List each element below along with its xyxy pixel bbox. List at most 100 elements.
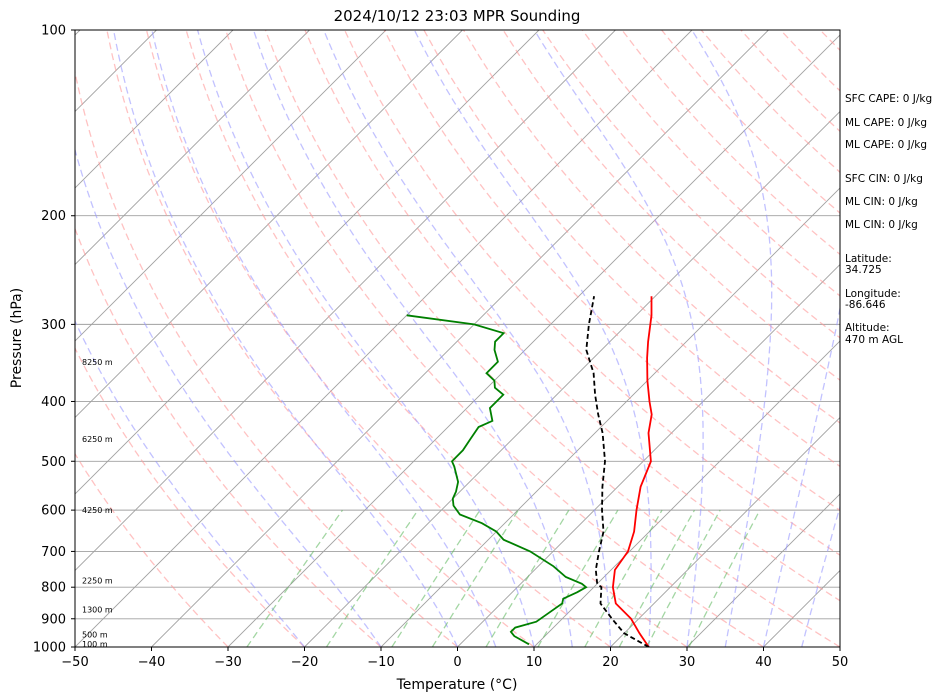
y-tick-label: 200 (41, 209, 66, 224)
height-label: 100 m (82, 640, 108, 649)
isotherm (533, 340, 840, 647)
x-tick-label: 30 (679, 655, 696, 670)
isotherm (75, 30, 693, 647)
isotherm (75, 30, 540, 495)
sounding-parameter: -86.646 (845, 299, 886, 311)
dry-adiabat (264, 30, 840, 647)
dry-adiabat (344, 30, 840, 556)
mixing-ratio-line (688, 509, 761, 647)
y-tick-label: 500 (41, 455, 66, 470)
isotherm (151, 30, 769, 647)
y-axis-label: Pressure (hPa) (9, 288, 25, 388)
isotherm (304, 110, 840, 647)
background-lines (75, 30, 840, 647)
x-tick-label: −10 (367, 655, 394, 670)
isotherm (75, 30, 616, 572)
mixing-ratio-line (537, 509, 619, 647)
isotherm (610, 416, 840, 647)
y-tick-label: 400 (41, 395, 66, 410)
moist-adiabat (252, 30, 573, 647)
isotherm (75, 30, 387, 342)
x-axis-label: Temperature (°C) (396, 677, 518, 693)
sounding-parameter: 34.725 (845, 264, 882, 276)
sounding-parameter: SFC CAPE: 0 J/kg (845, 93, 932, 105)
dry-adiabat (225, 30, 764, 647)
sounding-parameter: ML CIN: 0 J/kg (845, 219, 918, 231)
mixing-ratio-line (391, 509, 481, 647)
parcel-profile (585, 296, 650, 647)
dry-adiabat (75, 346, 305, 647)
mixing-ratio-line (646, 509, 721, 647)
sounding-parameter: Latitude: (845, 253, 892, 265)
y-tick-label: 900 (41, 612, 66, 627)
dry-adiabat (304, 30, 840, 602)
sounding-parameter: ML CAPE: 0 J/kg (845, 139, 927, 151)
height-label: 4250 m (82, 506, 113, 515)
x-tick-label: 10 (526, 655, 543, 670)
x-tick-label: 40 (755, 655, 772, 670)
height-label: 2250 m (82, 576, 113, 585)
axis-ticks: −50 −40 −30 −20 −10 0 10 20 30 40 50 100 200 300 400 50… (33, 24, 848, 671)
moist-adiabat (75, 319, 305, 647)
plot-frame (74, 29, 841, 648)
isotherm (227, 34, 840, 647)
sounding-parameter: Altitude: (845, 322, 890, 334)
y-tick-label: 600 (41, 504, 66, 519)
isotherm (75, 30, 234, 189)
x-tick-label: −50 (61, 655, 88, 670)
chart-title: 2024/10/12 23:03 MPR Sounding (334, 7, 581, 25)
dry-adiabat (462, 30, 840, 424)
x-tick-label: −20 (291, 655, 318, 670)
sounding-parameter: SFC CIN: 0 J/kg (845, 173, 923, 185)
dry-adiabat (383, 30, 840, 512)
dry-adiabat (542, 30, 840, 339)
sounding-parameters: SFC CAPE: 0 J/kg ML CAPE: 0 J/kg ML CAPE: … (845, 93, 932, 346)
y-tick-label: 700 (41, 545, 66, 560)
dry-adiabat (581, 30, 840, 297)
moist-adiabat (533, 30, 704, 647)
temperature-profile (611, 296, 653, 647)
isotherm (686, 493, 840, 647)
moist-adiabat (691, 30, 773, 647)
moist-adiabat (801, 504, 840, 647)
y-tick-label: 800 (41, 581, 66, 596)
dry-adiabat (106, 30, 535, 647)
y-tick-label: 1000 (33, 641, 66, 656)
sounding-parameter: ML CAPE: 0 J/kg (845, 117, 927, 129)
isotherm (380, 187, 840, 647)
isotherm (75, 30, 463, 419)
height-label: 6250 m (82, 435, 113, 444)
moist-adiabat (112, 30, 459, 647)
x-tick-label: 50 (832, 655, 849, 670)
height-label: 8250 m (82, 358, 113, 367)
x-tick-label: −30 (214, 655, 241, 670)
dry-adiabat (75, 226, 382, 647)
y-tick-label: 100 (41, 24, 66, 39)
mixing-ratio-line (485, 509, 570, 647)
x-tick-label: 20 (602, 655, 619, 670)
moist-adiabat (151, 30, 497, 647)
x-tick-label: −40 (138, 655, 165, 670)
x-tick-label: 0 (453, 655, 461, 670)
sounding-parameter: Longitude: (845, 288, 901, 300)
sounding-parameter: ML CIN: 0 J/kg (845, 196, 918, 208)
dewpoint-profile (406, 314, 588, 646)
mixing-ratio-line (246, 509, 344, 647)
dry-adiabat (75, 69, 458, 647)
dry-adiabat (423, 30, 840, 468)
dry-adiabat (75, 452, 229, 647)
mixing-ratio-line (584, 509, 663, 647)
dry-adiabat (145, 30, 611, 647)
mixing-ratio-line (431, 509, 519, 647)
y-tick-label: 300 (41, 318, 66, 333)
dry-adiabat (185, 30, 688, 647)
sounding-parameter: 470 m AGL (845, 334, 903, 346)
dry-adiabat (502, 30, 840, 381)
mixing-ratio-line (325, 509, 419, 647)
mixing-ratio-line (618, 509, 696, 647)
moist-adiabat (196, 30, 535, 647)
moist-adiabat (413, 30, 652, 647)
moist-adiabat (75, 147, 382, 647)
